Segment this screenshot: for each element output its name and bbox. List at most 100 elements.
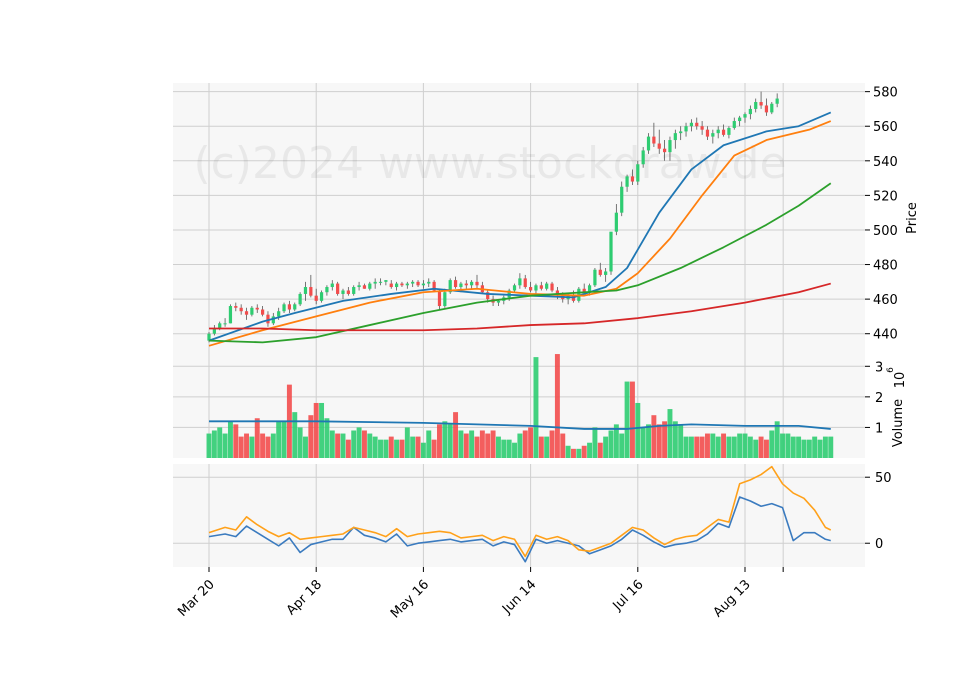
- volume-bar: [388, 436, 394, 458]
- volume-axis-label: Volume: [891, 399, 906, 447]
- volume-bar: [394, 439, 400, 458]
- candle-body: [636, 164, 640, 182]
- candle-body: [421, 283, 426, 286]
- candle-body: [609, 231, 613, 272]
- candle-body: [373, 281, 377, 284]
- volume-bar: [688, 436, 694, 458]
- volume-bar: [356, 427, 362, 458]
- candle-body: [732, 121, 736, 128]
- candle-body: [598, 269, 602, 275]
- volume-bar: [571, 448, 576, 458]
- volume-bar: [399, 439, 405, 458]
- volume-bar: [662, 421, 668, 458]
- volume-bar: [426, 430, 432, 458]
- candle-body: [705, 129, 710, 137]
- volume-bar: [737, 433, 743, 458]
- candle-body: [389, 283, 393, 288]
- volume-bar: [485, 433, 491, 458]
- candle-body: [453, 280, 458, 288]
- candle-body: [486, 292, 490, 300]
- volume-bar: [646, 424, 651, 458]
- volume-bar: [710, 433, 716, 458]
- candle-body: [282, 304, 286, 312]
- price-tick-label: 440: [873, 328, 898, 343]
- candle-body: [298, 293, 302, 305]
- candle-body: [277, 311, 281, 317]
- volume-bar: [308, 415, 314, 458]
- volume-bar: [442, 421, 448, 458]
- volume-bar: [774, 421, 780, 458]
- candle-body: [689, 122, 694, 127]
- candle-body: [630, 176, 635, 182]
- price-tick-label: 520: [873, 189, 898, 204]
- volume-bar: [431, 439, 437, 458]
- watermark: (c)2024 www.stockdraw.de: [193, 138, 786, 189]
- volume-bar: [260, 433, 266, 458]
- volume-bar: [249, 436, 255, 458]
- candle-body: [593, 269, 597, 286]
- volume-bar: [683, 436, 689, 458]
- volume-bar: [324, 418, 330, 458]
- volume-bar: [420, 442, 426, 458]
- volume-bar: [587, 442, 593, 458]
- candle-body: [759, 102, 763, 106]
- volume-bar: [822, 436, 828, 458]
- candle-body: [319, 292, 324, 301]
- candle-body: [695, 122, 699, 127]
- candle-body: [523, 278, 527, 288]
- volume-bar: [437, 424, 442, 458]
- volume-bar: [501, 439, 507, 458]
- candle-body: [545, 283, 549, 289]
- candle-body: [625, 176, 629, 187]
- candle-body: [437, 290, 442, 307]
- volume-bar: [319, 402, 325, 458]
- volume-bar: [806, 439, 812, 458]
- volume-bar: [801, 439, 807, 458]
- volume-bar: [597, 442, 603, 458]
- price-tick-label: 480: [873, 259, 898, 274]
- volume-bar: [747, 436, 753, 458]
- candle-body: [620, 186, 624, 213]
- candle-body: [368, 283, 372, 289]
- candle-body: [427, 281, 431, 284]
- candle-body: [646, 136, 651, 151]
- candle-body: [459, 283, 463, 288]
- volume-bar: [512, 442, 517, 458]
- volume-bar: [453, 412, 459, 458]
- volume-bar: [565, 445, 571, 458]
- candle-body: [679, 131, 683, 134]
- candle-body: [716, 129, 720, 134]
- candle-body: [309, 287, 313, 296]
- candle-body: [250, 307, 254, 315]
- volume-bar: [351, 430, 357, 458]
- candle-body: [239, 307, 243, 312]
- date-tick-label: Aug 13: [711, 577, 754, 620]
- volume-bar: [233, 424, 239, 458]
- volume-bar: [780, 433, 785, 458]
- volume-bar: [656, 424, 662, 458]
- moving-average-line: [208, 111, 832, 342]
- candle-body: [748, 108, 752, 115]
- volume-bar: [619, 433, 625, 458]
- volume-bar: [345, 439, 351, 458]
- candle-body: [443, 292, 447, 307]
- candle-body: [475, 281, 479, 286]
- volume-bar: [415, 436, 421, 458]
- candle-body: [518, 278, 522, 286]
- oscillator-panel-bg: [173, 464, 865, 567]
- moving-average-line: [208, 182, 832, 344]
- candle-body: [754, 102, 758, 109]
- volume-bar: [678, 424, 684, 458]
- candle-body: [464, 283, 468, 286]
- candle-body: [652, 136, 656, 144]
- volume-bar: [522, 430, 528, 458]
- candle-body: [448, 280, 452, 293]
- candle-body: [325, 287, 329, 293]
- candle-body: [255, 307, 259, 310]
- candle-body: [496, 300, 501, 303]
- volume-tick-label: 1: [875, 421, 883, 436]
- volume-bar: [812, 436, 818, 458]
- candle-body: [314, 295, 318, 301]
- volume-bar: [721, 433, 727, 458]
- candle-body: [218, 323, 222, 329]
